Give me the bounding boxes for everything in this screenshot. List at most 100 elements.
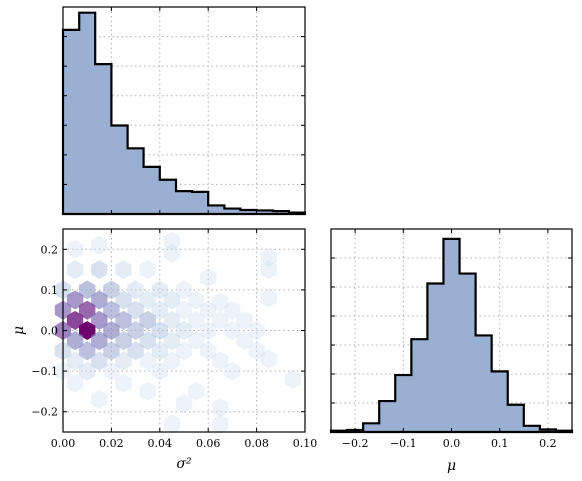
sigma2-histogram-panel [61,6,307,216]
joint-x-tick-label: 0.10 [293,437,318,450]
joint-x-tick-label: 0.06 [196,437,221,450]
hexbin-cell [127,341,144,361]
hexbin-cell [187,331,205,351]
hexbin-cell [187,381,205,401]
joint-ylabel: μ [11,326,27,335]
mu-hist-xlabel: μ [447,458,456,474]
hexbin-cell [248,321,265,340]
hexbin-cell [103,280,120,300]
hexbin-cell [127,280,144,300]
hexbin-cell [66,310,84,330]
mu-hist-tick-label: 0.1 [491,437,509,450]
hexbin-cell [163,310,181,330]
joint-hexbin-panel: 0.00 0.02 0.04 0.06 0.08 0.10 −0.2 −0.1 0.0 0.1 0.… [11,228,318,472]
joint-xlabel: σ² [176,456,192,472]
mu-histogram-panel: −0.2 −0.1 0.0 0.1 0.2 μ [329,228,574,474]
hexbin-cell [163,414,181,434]
mu-hist-tick-label: 0.2 [539,437,557,450]
hexbin-cell [212,414,229,434]
hexbin-cell [212,351,229,371]
hexbin-cell [66,331,84,351]
hexbin-cell [212,292,229,312]
joint-y-tick-label: 0.2 [41,243,59,256]
hexbin-cell [127,300,144,320]
hexbin-cell [79,321,96,340]
hexbin-cell [163,351,181,371]
hexbin-cell [139,351,156,371]
mu-hist-histogram-outline [329,237,574,434]
joint-x-tick-label: 0.08 [244,437,269,450]
hexbin-cell [79,300,96,320]
hexbin-cell [66,373,84,393]
hexbin-cell [151,341,168,361]
hexbin-cell [91,351,108,371]
hexbin-cell [175,341,193,361]
hexbin-cell [236,310,253,330]
hexbin-cell [187,290,205,310]
hexbin-cell [163,243,181,263]
hexbin-cell [200,300,217,320]
hexbin-cell [260,349,277,369]
hexbin-cell [260,288,277,308]
joint-x-tick-label: 0.04 [148,437,173,450]
hexbin-cell [139,290,156,310]
hexbin-cell [284,369,302,389]
hexbin-cell [103,300,120,320]
hexbin-cell [139,310,156,330]
hexbin-cell [248,341,265,361]
joint-y-tick-label: 0.1 [41,284,59,297]
hexbin-cell [91,390,108,409]
hexbin-cell [163,231,181,251]
hexbin-cell [66,290,84,310]
joint-y-tick-label: −0.2 [31,406,58,419]
hexbin-cell [175,321,193,340]
hexbin-cell [66,239,84,259]
hexbin-cell [212,310,229,330]
joint-y-tick-label: 0.0 [41,325,59,338]
hexbin-cell [91,235,108,255]
hexbin-cell [151,361,168,381]
hexbin-cell [115,310,132,330]
hexbin-cell [151,300,168,320]
hexbin-cell [115,260,132,280]
hexbin-cell [224,361,241,381]
hexbin-cell [200,268,217,288]
hexbin-cell [103,361,120,381]
hexbin-cell [103,341,120,361]
hexbin-cell [79,341,96,361]
hexbin-cell [91,331,108,351]
sigma2-hist-histogram-outline [61,11,307,216]
hexbin-cell [175,300,193,320]
hexbin-cell [103,321,120,340]
hexbin-cell [115,331,132,351]
hexbin-cell [200,321,217,340]
hexbin-cell [91,290,108,310]
hexbin-cell [127,321,144,340]
hexbin-cell [163,331,181,351]
hexbin-cell [115,290,132,310]
hexbin-cell [115,351,132,371]
mu-hist-tick-label: −0.2 [342,437,369,450]
hexbin-cell [66,260,84,280]
hexbin-cell [91,260,108,280]
hexbin-cell [175,394,193,414]
sigma2-hist-frame [62,6,306,215]
joint-x-tick-label: 0.00 [51,437,76,450]
hexbin-cell [139,331,156,351]
hexbin-cell [79,280,96,300]
hexbin-cell [187,310,205,330]
joint-x-tick-label: 0.02 [99,437,124,450]
hexbin-cell [260,260,277,280]
hexbin-cell [115,373,132,393]
hexbin-cell [139,381,156,401]
hexbin-cell [200,341,217,361]
mu-hist-tick-label: −0.1 [390,437,417,450]
hexbin-cell [163,290,181,310]
joint-y-tick-label: −0.1 [31,365,58,378]
hexbin-cell [91,310,108,330]
hexbin-cell [212,398,229,418]
hexbin-cell [260,247,277,267]
hexbin-cell [224,300,241,320]
hexbin-cell [151,321,168,340]
